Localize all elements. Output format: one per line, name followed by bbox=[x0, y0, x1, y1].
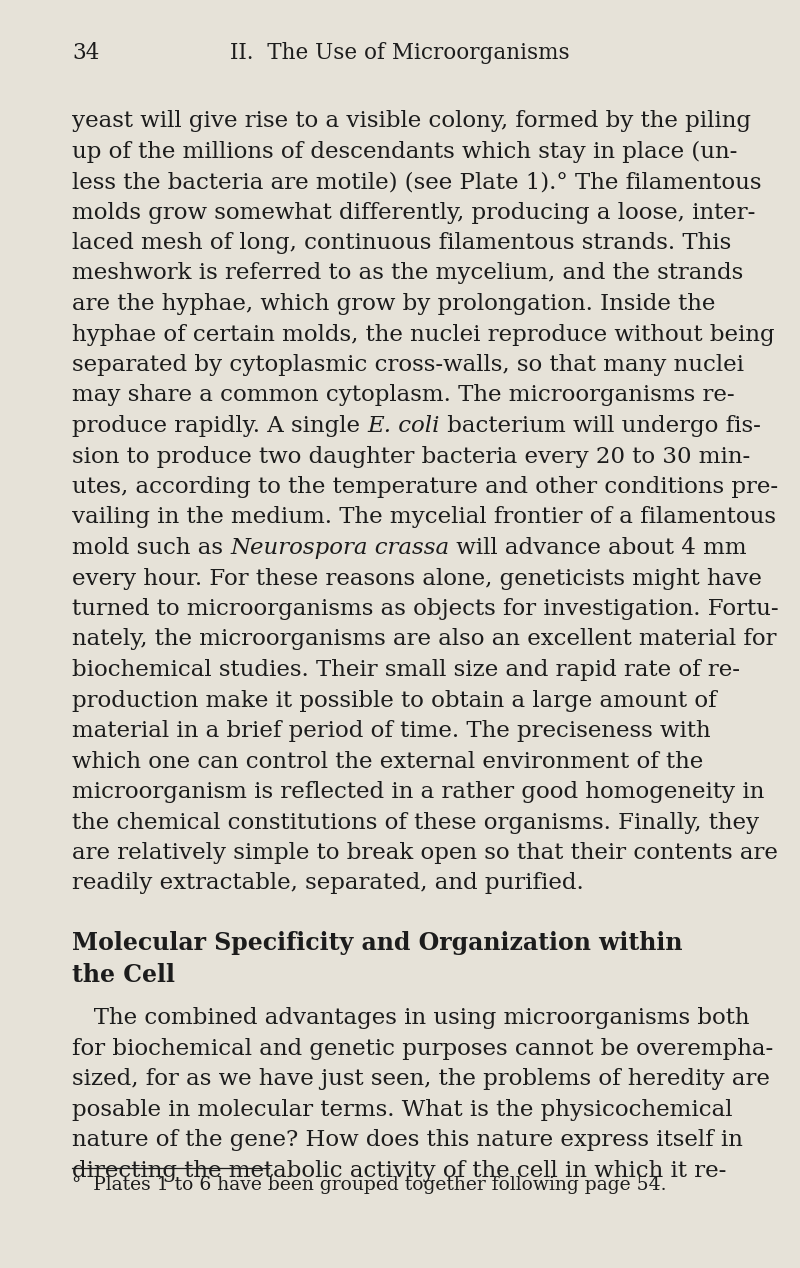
Text: directing the metabolic activity of the cell in which it re-: directing the metabolic activity of the … bbox=[72, 1160, 726, 1182]
Text: will advance about 4 mm: will advance about 4 mm bbox=[450, 538, 747, 559]
Text: are relatively simple to break open so that their contents are: are relatively simple to break open so t… bbox=[72, 842, 778, 864]
Text: turned to microorganisms as objects for investigation. Fortu-: turned to microorganisms as objects for … bbox=[72, 598, 778, 620]
Text: up of the millions of descendants which stay in place (un-: up of the millions of descendants which … bbox=[72, 141, 738, 162]
Text: less the bacteria are motile) (see Plate 1).° The filamentous: less the bacteria are motile) (see Plate… bbox=[72, 171, 762, 193]
Text: °  Plates 1 to 6 have been grouped together following page 54.: ° Plates 1 to 6 have been grouped togeth… bbox=[72, 1175, 666, 1194]
Text: produce rapidly. A single: produce rapidly. A single bbox=[72, 415, 367, 437]
Text: sized, for as we have just seen, the problems of heredity are: sized, for as we have just seen, the pro… bbox=[72, 1068, 770, 1090]
Text: for biochemical and genetic purposes cannot be overempha-: for biochemical and genetic purposes can… bbox=[72, 1037, 774, 1060]
Text: readily extractable, separated, and purified.: readily extractable, separated, and puri… bbox=[72, 872, 584, 894]
Text: The combined advantages in using microorganisms both: The combined advantages in using microor… bbox=[72, 1007, 750, 1030]
Text: every hour. For these reasons alone, geneticists might have: every hour. For these reasons alone, gen… bbox=[72, 568, 762, 590]
Text: separated by cytoplasmic cross-walls, so that many nuclei: separated by cytoplasmic cross-walls, so… bbox=[72, 354, 744, 377]
Text: material in a brief period of time. The preciseness with: material in a brief period of time. The … bbox=[72, 720, 710, 742]
Text: biochemical studies. Their small size and rapid rate of re-: biochemical studies. Their small size an… bbox=[72, 659, 740, 681]
Text: utes, according to the temperature and other conditions pre-: utes, according to the temperature and o… bbox=[72, 476, 778, 498]
Text: sion to produce two daughter bacteria every 20 to 30 min-: sion to produce two daughter bacteria ev… bbox=[72, 445, 750, 468]
Text: laced mesh of long, continuous filamentous strands. This: laced mesh of long, continuous filamento… bbox=[72, 232, 731, 254]
Text: the Cell: the Cell bbox=[72, 962, 175, 987]
Text: meshwork is referred to as the mycelium, and the strands: meshwork is referred to as the mycelium,… bbox=[72, 262, 743, 284]
Text: molds grow somewhat differently, producing a loose, inter-: molds grow somewhat differently, produci… bbox=[72, 202, 755, 223]
Text: are the hyphae, which grow by prolongation. Inside the: are the hyphae, which grow by prolongati… bbox=[72, 293, 715, 314]
Text: yeast will give rise to a visible colony, formed by the piling: yeast will give rise to a visible colony… bbox=[72, 110, 751, 132]
Text: hyphae of certain molds, the nuclei reproduce without being: hyphae of certain molds, the nuclei repr… bbox=[72, 323, 774, 345]
Text: vailing in the medium. The mycelial frontier of a filamentous: vailing in the medium. The mycelial fron… bbox=[72, 506, 776, 529]
Text: bacterium will undergo fis-: bacterium will undergo fis- bbox=[440, 415, 761, 437]
Text: E. coli: E. coli bbox=[367, 415, 440, 437]
Text: posable in molecular terms. What is the physicochemical: posable in molecular terms. What is the … bbox=[72, 1098, 733, 1121]
Text: microorganism is reflected in a rather good homogeneity in: microorganism is reflected in a rather g… bbox=[72, 781, 764, 803]
Text: 34: 34 bbox=[72, 42, 99, 63]
Text: Molecular Specificity and Organization within: Molecular Specificity and Organization w… bbox=[72, 931, 682, 955]
Text: nately, the microorganisms are also an excellent material for: nately, the microorganisms are also an e… bbox=[72, 629, 777, 650]
Text: nature of the gene? How does this nature express itself in: nature of the gene? How does this nature… bbox=[72, 1129, 743, 1151]
Text: mold such as: mold such as bbox=[72, 538, 230, 559]
Text: which one can control the external environment of the: which one can control the external envir… bbox=[72, 751, 703, 772]
Text: production make it possible to obtain a large amount of: production make it possible to obtain a … bbox=[72, 690, 717, 711]
Text: the chemical constitutions of these organisms. Finally, they: the chemical constitutions of these orga… bbox=[72, 812, 759, 833]
Text: may share a common cytoplasm. The microorganisms re-: may share a common cytoplasm. The microo… bbox=[72, 384, 734, 407]
Text: II.  The Use of Microorganisms: II. The Use of Microorganisms bbox=[230, 42, 570, 63]
Text: Neurospora crassa: Neurospora crassa bbox=[230, 538, 450, 559]
